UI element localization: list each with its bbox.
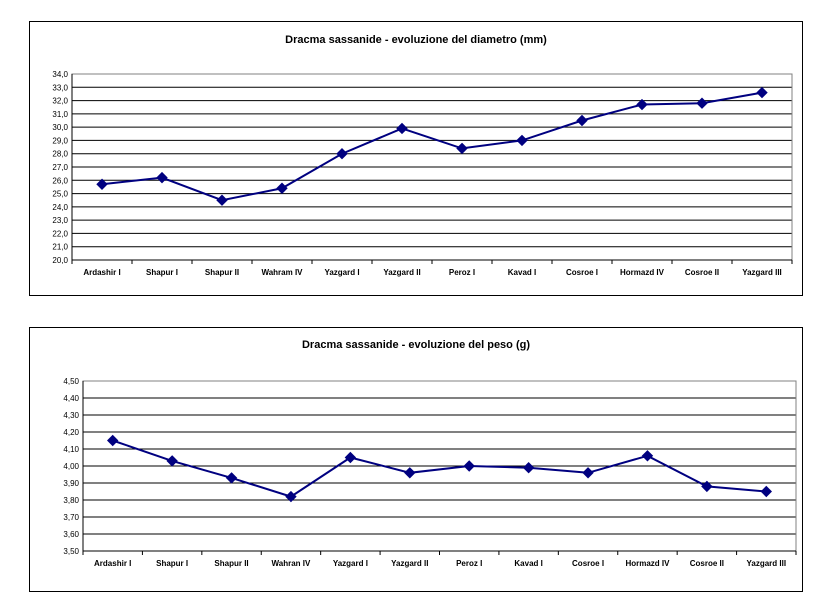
data-point bbox=[756, 86, 768, 99]
data-point bbox=[516, 134, 528, 147]
x-tick-label: Shapur I bbox=[146, 268, 178, 277]
chart-peso: 3,50 3,60 3,70 3,80 3,90 4,00 4,10 4,20 4,30 4,40… bbox=[63, 377, 797, 568]
y-tick-label: 3,60 bbox=[63, 530, 79, 539]
y-tick-label: 31,0 bbox=[52, 110, 68, 119]
data-point bbox=[225, 472, 238, 484]
y-tick-label: 4,40 bbox=[63, 394, 79, 403]
data-point bbox=[216, 194, 228, 206]
data-point bbox=[336, 148, 348, 160]
y-tick-label: 26,0 bbox=[52, 176, 68, 185]
data-point bbox=[285, 490, 297, 503]
y-tick-label: 33,0 bbox=[52, 83, 68, 92]
data-point bbox=[404, 467, 416, 479]
y-tick-label: 3,80 bbox=[63, 496, 79, 505]
y-tick-label: 4,50 bbox=[63, 377, 79, 386]
chart-title: Dracma sassanide - evoluzione del peso (… bbox=[301, 339, 530, 351]
x-tick-label: Yazgard I bbox=[333, 559, 368, 568]
y-tick-label: 4,30 bbox=[63, 411, 79, 420]
x-tick-label: Peroz I bbox=[456, 559, 482, 568]
data-point bbox=[760, 485, 772, 498]
x-tick-label: Cosroe II bbox=[690, 559, 724, 568]
x-tick-label: Shapur II bbox=[214, 559, 248, 568]
y-tick-label: 34,0 bbox=[52, 70, 68, 79]
x-tick-label: Ardashir I bbox=[94, 559, 131, 568]
chart-panel-diametro: Dracma sassanide - evoluzione del diamet… bbox=[29, 21, 803, 296]
data-point bbox=[156, 171, 168, 184]
data-point bbox=[344, 451, 357, 464]
data-point bbox=[107, 434, 119, 447]
data-point bbox=[396, 122, 408, 135]
y-tick-label: 22,0 bbox=[52, 229, 68, 238]
chart-diametro: 20,0 21,0 22,0 23,0 24,0 25,0 26,0 27,0 28,0 29,0… bbox=[52, 70, 793, 277]
x-tick-label: Yazgard I bbox=[324, 268, 359, 277]
y-tick-label: 30,0 bbox=[52, 123, 68, 132]
chart-title: Dracma sassanide - evoluzione del diamet… bbox=[285, 34, 547, 46]
x-tick-label: Shapur II bbox=[205, 268, 239, 277]
y-tick-label: 21,0 bbox=[52, 243, 68, 252]
y-tick-label: 32,0 bbox=[52, 97, 68, 106]
x-tick-label: Cosroe I bbox=[572, 559, 604, 568]
y-tick-label: 4,10 bbox=[63, 445, 79, 454]
data-point bbox=[636, 98, 648, 111]
y-tick-label: 3,50 bbox=[63, 547, 79, 556]
series-line bbox=[101, 91, 763, 202]
y-tick-label: 20,0 bbox=[52, 256, 68, 265]
chart-panel-peso: Dracma sassanide - evoluzione del peso (… bbox=[29, 327, 803, 592]
x-tick-label: Wahram IV bbox=[261, 268, 303, 277]
data-point bbox=[522, 461, 535, 474]
data-point bbox=[701, 480, 713, 493]
y-tick-label: 3,70 bbox=[63, 513, 79, 522]
y-tick-label: 24,0 bbox=[52, 203, 68, 212]
data-point bbox=[463, 460, 475, 472]
data-point bbox=[276, 182, 288, 194]
y-tick-label: 4,20 bbox=[63, 428, 79, 437]
y-tick-label: 27,0 bbox=[52, 163, 68, 172]
data-point bbox=[641, 450, 654, 462]
data-point bbox=[576, 114, 588, 127]
x-tick-label: Yazgard III bbox=[747, 559, 787, 568]
x-tick-label: Cosroe II bbox=[685, 268, 719, 277]
x-tick-label: Yazgard II bbox=[391, 559, 428, 568]
x-tick-label: Cosroe I bbox=[566, 268, 598, 277]
y-tick-label: 28,0 bbox=[52, 150, 68, 159]
x-tick-label: Ardashir I bbox=[83, 268, 120, 277]
x-tick-label: Hormazd IV bbox=[625, 559, 670, 568]
y-tick-label: 23,0 bbox=[52, 216, 68, 225]
y-tick-label: 4,00 bbox=[63, 462, 79, 471]
x-tick-label: Kavad I bbox=[514, 559, 542, 568]
data-point bbox=[166, 455, 178, 467]
data-point bbox=[96, 178, 108, 190]
y-tick-label: 29,0 bbox=[52, 136, 68, 145]
x-tick-label: Hormazd IV bbox=[620, 268, 665, 277]
x-tick-label: Wahran IV bbox=[272, 559, 311, 568]
series-line bbox=[112, 439, 767, 498]
x-tick-label: Kavad I bbox=[508, 268, 536, 277]
data-point bbox=[696, 97, 708, 109]
x-tick-label: Yazgard II bbox=[383, 268, 420, 277]
x-tick-label: Shapur I bbox=[156, 559, 188, 568]
data-point bbox=[456, 142, 468, 155]
y-tick-label: 25,0 bbox=[52, 190, 68, 199]
y-tick-label: 3,90 bbox=[63, 479, 79, 488]
data-point bbox=[582, 467, 594, 479]
x-tick-label: Yazgard III bbox=[742, 268, 782, 277]
x-tick-label: Peroz I bbox=[449, 268, 475, 277]
